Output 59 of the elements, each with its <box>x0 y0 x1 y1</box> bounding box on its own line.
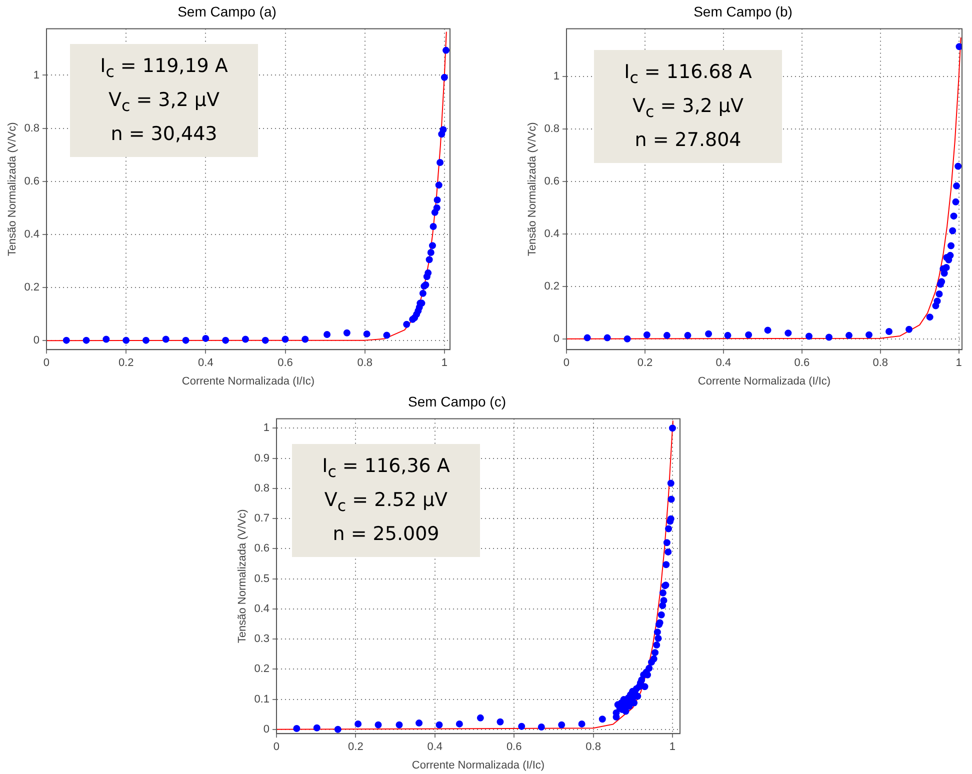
annotation: n = 27.804 <box>634 128 742 153</box>
y-tick-label: 0.3 <box>254 633 270 646</box>
annotation: V$_{c}$ = 3,2 µV <box>631 94 745 123</box>
y-tick-label: 0.2 <box>544 280 560 292</box>
x-tick-label: 0.4 <box>198 357 214 370</box>
annotation: V$_{c}$ = 3,2 µV <box>107 88 221 117</box>
y-tick-label: 0 <box>553 332 560 345</box>
y-tick-label: 0.2 <box>254 663 270 676</box>
annotation: n = 30,443 <box>110 122 218 147</box>
y-tick-label: 0 <box>263 723 270 736</box>
y-tick-label: 1 <box>553 70 560 83</box>
y-tick-label: 0.4 <box>24 228 40 240</box>
x-tick-label: 0.2 <box>118 357 134 370</box>
chart-title: Sem Campo (c) <box>408 393 506 410</box>
annotation: I$_{c}$ = 116,36 A <box>321 454 451 483</box>
y-tick-label: 0.6 <box>544 175 560 188</box>
x-tick-label: 0 <box>563 357 570 370</box>
x-tick-label: 0 <box>273 741 280 754</box>
y-tick-label: 1 <box>33 69 40 82</box>
y-tick-label: 0.8 <box>24 122 40 134</box>
y-tick-label: 0.7 <box>254 512 270 525</box>
chart-title: Sem Campo (b) <box>694 3 792 20</box>
x-tick-label: 1 <box>441 357 448 370</box>
x-axis-title: Corrente Normalizada (I/Ic) <box>412 759 545 772</box>
annotation: V$_{c}$ = 2.52 µV <box>323 488 449 517</box>
x-tick-label: 0.2 <box>348 741 364 754</box>
y-tick-label: 0.8 <box>544 123 560 136</box>
y-tick-label: 0.9 <box>254 452 270 464</box>
annotation: I$_{c}$ = 119,19 A <box>99 54 229 83</box>
x-axis-title: Corrente Normalizada (I/Ic) <box>182 375 315 388</box>
x-tick-label: 0 <box>43 357 50 370</box>
chart-title: Sem Campo (a) <box>178 3 276 20</box>
x-tick-label: 0.6 <box>278 357 293 370</box>
y-tick-label: 1 <box>263 422 270 434</box>
x-tick-label: 0.4 <box>427 741 443 754</box>
x-axis-title: Corrente Normalizada (I/Ic) <box>698 375 831 388</box>
x-tick-label: 0.6 <box>506 741 522 754</box>
y-tick-label: 0.8 <box>254 482 270 494</box>
y-tick-label: 0.5 <box>254 572 270 585</box>
y-tick-label: 0.2 <box>24 282 40 294</box>
y-tick-label: 0.1 <box>254 693 270 706</box>
y-axis-title: Tensão Normalizada (V/Vc) <box>236 509 249 644</box>
x-tick-label: 0.8 <box>357 357 372 370</box>
annotation: n = 25.009 <box>332 522 440 547</box>
y-axis-title: Tensão Normalizada (V/Vc) <box>526 122 539 256</box>
x-tick-label: 0.6 <box>794 357 810 370</box>
x-tick-label: 0.8 <box>872 357 888 370</box>
x-tick-label: 0.2 <box>637 357 653 370</box>
y-axis-title: Tensão Normalizada (V/Vc) <box>6 122 19 256</box>
y-tick-label: 0.4 <box>544 228 560 240</box>
y-tick-label: 0.4 <box>254 602 270 615</box>
x-tick-label: 0.4 <box>716 357 732 370</box>
y-tick-label: 0 <box>33 334 40 347</box>
x-tick-label: 1 <box>956 357 962 370</box>
annotation: I$_{c}$ = 116.68 A <box>623 60 753 89</box>
y-tick-label: 0.6 <box>24 175 40 188</box>
y-tick-label: 0.6 <box>254 542 270 555</box>
x-tick-label: 1 <box>669 741 676 754</box>
x-tick-label: 0.8 <box>586 741 601 754</box>
